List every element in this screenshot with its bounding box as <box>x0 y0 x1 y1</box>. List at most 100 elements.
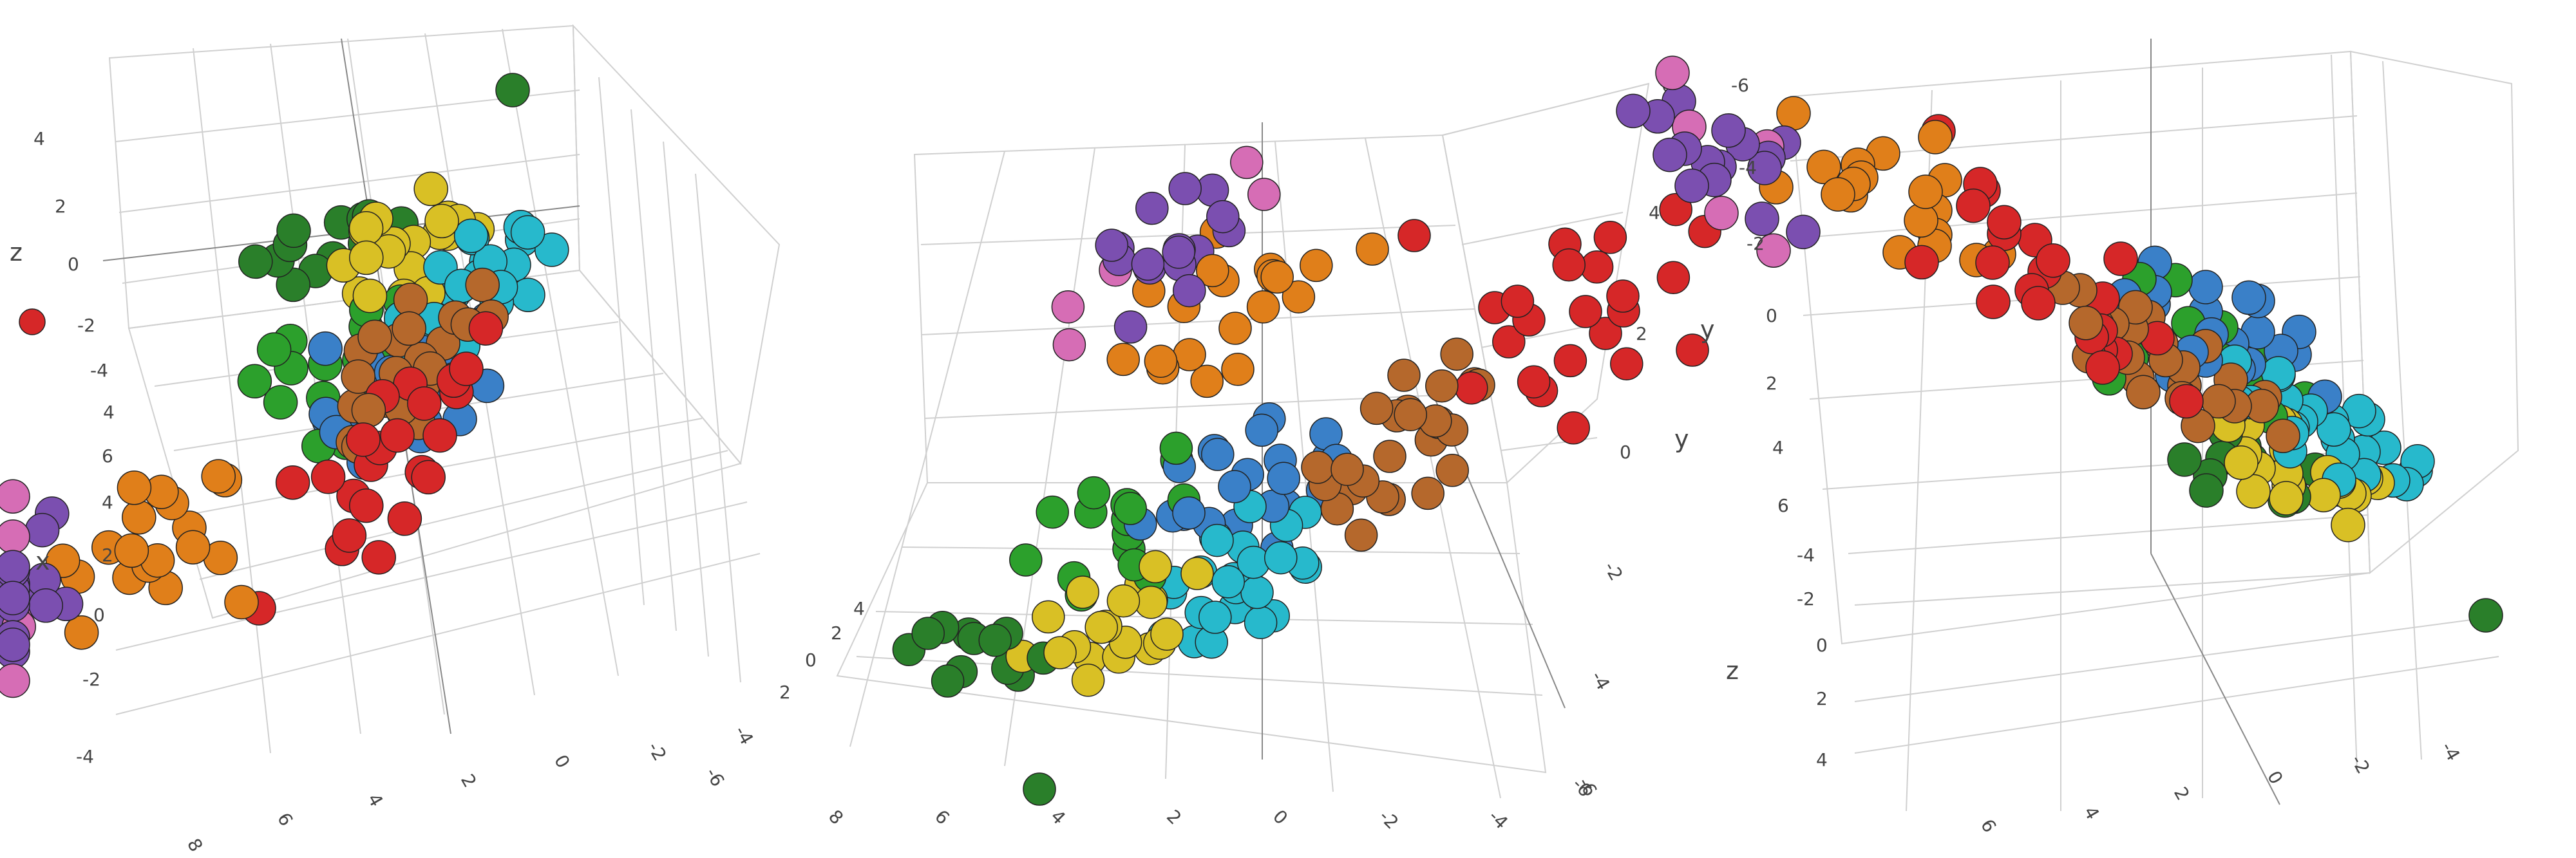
panel-2-y-tick-3: 0 <box>1620 442 1631 463</box>
panel-3-point-g6-2 <box>2188 270 2223 304</box>
panel-2-point-g8-10 <box>1071 664 1105 697</box>
panel-2-x-tick-5: -2 <box>1375 806 1403 834</box>
panel-3-point-g1-12 <box>1821 177 1855 212</box>
panel-2-point-g4-9 <box>1159 431 1193 465</box>
panel-2-point-g0-10 <box>1517 365 1551 398</box>
panel-3-point-g2-13 <box>1674 168 1709 203</box>
panel-2-point-g9-19 <box>1411 476 1444 510</box>
panel-2-point-g8-2 <box>1180 557 1214 590</box>
panel-1: 8 6 4 2 0 -2 -4 4 2 0 -2 -4 4 6 4 2 0 -2… <box>0 24 781 855</box>
panel-1-point-g7-20 <box>453 218 489 254</box>
panel-2-point-g8-11 <box>1150 617 1184 651</box>
panel-3-z-title: z <box>1726 657 1739 685</box>
panel-3: -6 -4 -2 0 2 4 6 -4 -2 0 2 4 6 4 2 0 -2 … <box>1616 39 2519 836</box>
panel-2-point-g4-12 <box>1113 492 1147 525</box>
panel-2-point-g5-4 <box>931 664 965 698</box>
panel-3-z-tick-0: -4 <box>1797 545 1815 566</box>
panel-2-point-g0-4 <box>1589 317 1622 350</box>
panel-1-point-g2-15 <box>0 627 30 662</box>
panel-3-point-g2-11 <box>1745 201 1779 236</box>
panel-2-point-g6-17 <box>1267 462 1300 495</box>
panel-2-point-g0-21 <box>1676 333 1709 367</box>
panel-2-point-g9-14 <box>1359 391 1394 425</box>
panel-3-point-g9-11 <box>2069 306 2103 340</box>
panel-1-point-g8-12 <box>352 278 388 313</box>
panel-2-point-g5-9 <box>978 624 1012 657</box>
panel-2-x-tick-1: 6 <box>931 806 954 829</box>
panel-1-point-g5-12 <box>495 73 530 107</box>
panel-3-y-ticks: -6 -4 -2 0 2 4 6 <box>1731 75 1789 516</box>
panel-1-point-g0-2 <box>380 418 415 453</box>
panel-2-y-tick-2: 2 <box>1636 323 1647 344</box>
panel-3-point-g8-11 <box>2306 478 2341 512</box>
panel-1-point-g7-22 <box>535 232 569 267</box>
panel-2-x-tick-2: 4 <box>1046 806 1070 829</box>
panel-1-point-g8-11 <box>424 203 459 239</box>
panel-3-point-g8-3 <box>2269 481 2304 516</box>
panel-1-point-g7-12 <box>510 215 545 250</box>
panel-3-x-tick-1: 4 <box>2079 803 2103 823</box>
panel-3-y-tick-6: 6 <box>1777 495 1789 516</box>
panel-2-x-tick-0: 8 <box>824 806 848 829</box>
panel-3-point-g8-10 <box>2331 507 2365 543</box>
panel-1-y-tick-1: 6 <box>102 445 113 467</box>
panel-2-point-g0-19 <box>1557 411 1590 445</box>
panel-2-point-g0-13 <box>1501 284 1535 318</box>
panel-3-point-g5-9 <box>2189 473 2224 508</box>
panel-1-z-tick-2: 0 <box>68 254 79 275</box>
panel-1-z-tick-4: -4 <box>90 360 108 381</box>
panel-3-point-g9-23 <box>2266 418 2300 453</box>
panel-2-point-g1-18 <box>1356 232 1389 266</box>
panel-2-point-g9-23 <box>1344 518 1378 552</box>
panel-1-point-g5-9 <box>276 213 311 248</box>
panel-3-x-tick-3: 0 <box>2263 767 2287 788</box>
panel-2-point-g3-4 <box>1051 290 1085 324</box>
panel-3-z-tick-1: -2 <box>1797 588 1815 610</box>
panel-3-point-g2-10 <box>1711 113 1746 148</box>
panel-1-x-tick-0: 8 <box>183 835 207 855</box>
panel-2-y-tick-1: 4 <box>1649 202 1660 223</box>
panel-1-x-tick-4: 0 <box>550 751 574 772</box>
panel-2-point-g8-18 <box>1032 600 1065 634</box>
panel-2-point-g7-12 <box>1244 606 1278 639</box>
panel-1-point-g0-13 <box>310 460 346 494</box>
panel-2-point-g1-11 <box>1190 364 1224 398</box>
panel-2-point-g1-0 <box>1218 312 1252 345</box>
panel-2-point-g1-16 <box>1300 248 1333 283</box>
panel-1-y-tick-2: 4 <box>102 492 113 513</box>
panel-1-x-tick-1: 6 <box>273 809 297 830</box>
panel-1-point-g9-4 <box>392 311 426 346</box>
panel-3-point-g9-9 <box>2126 375 2161 409</box>
panel-2-point-g2-15 <box>1168 172 1202 205</box>
panel-3-z-tick-2: 0 <box>1816 635 1828 656</box>
panel-3-point-g0-20 <box>1904 245 1939 280</box>
panel-3-point-g0-19 <box>2169 384 2204 419</box>
panel-1-point-g3-2 <box>0 479 30 514</box>
panel-1-point-g3-1 <box>0 663 30 698</box>
panel-3-point-g0-17 <box>1987 205 2022 239</box>
panel-3-point-g5-12 <box>2468 598 2503 633</box>
panel-2-point-g0-0 <box>1569 295 1602 328</box>
panel-3-point-g0-9 <box>2036 243 2070 278</box>
panel-2-point-g2-3 <box>1131 247 1165 281</box>
panel-1-point-g0-9 <box>411 460 446 495</box>
panel-2-y-tick-5: -4 <box>1587 667 1615 694</box>
panel-2-point-g8-3 <box>1043 636 1077 669</box>
panel-2-point-g8-15 <box>1084 610 1118 644</box>
panel-2-point-g1-3 <box>1221 353 1255 386</box>
panel-1-y-tick-0: 4 <box>103 402 115 423</box>
panel-2-point-g8-12 <box>1139 550 1172 584</box>
panel-2-z-tick-2: 0 <box>805 649 817 671</box>
panel-3-point-g0-18 <box>2103 241 2138 276</box>
panel-1-z-tick-3: -2 <box>77 315 95 336</box>
panel-1-point-g0-20 <box>275 465 310 500</box>
panel-3-y-title: y <box>1700 315 1715 344</box>
panel-2-point-g0-9 <box>1656 261 1690 294</box>
panel-3-point-g7-9 <box>2316 412 2351 447</box>
panel-1-x-tick-3: 2 <box>457 770 480 791</box>
panel-2-point-g0-5 <box>1606 279 1640 313</box>
panel-2-x-tick-3: 2 <box>1162 806 1186 829</box>
panel-1-point-g1-7 <box>175 530 211 564</box>
panel-1-point-g8-15 <box>348 210 384 246</box>
panel-1-point-g2-4 <box>28 588 63 623</box>
